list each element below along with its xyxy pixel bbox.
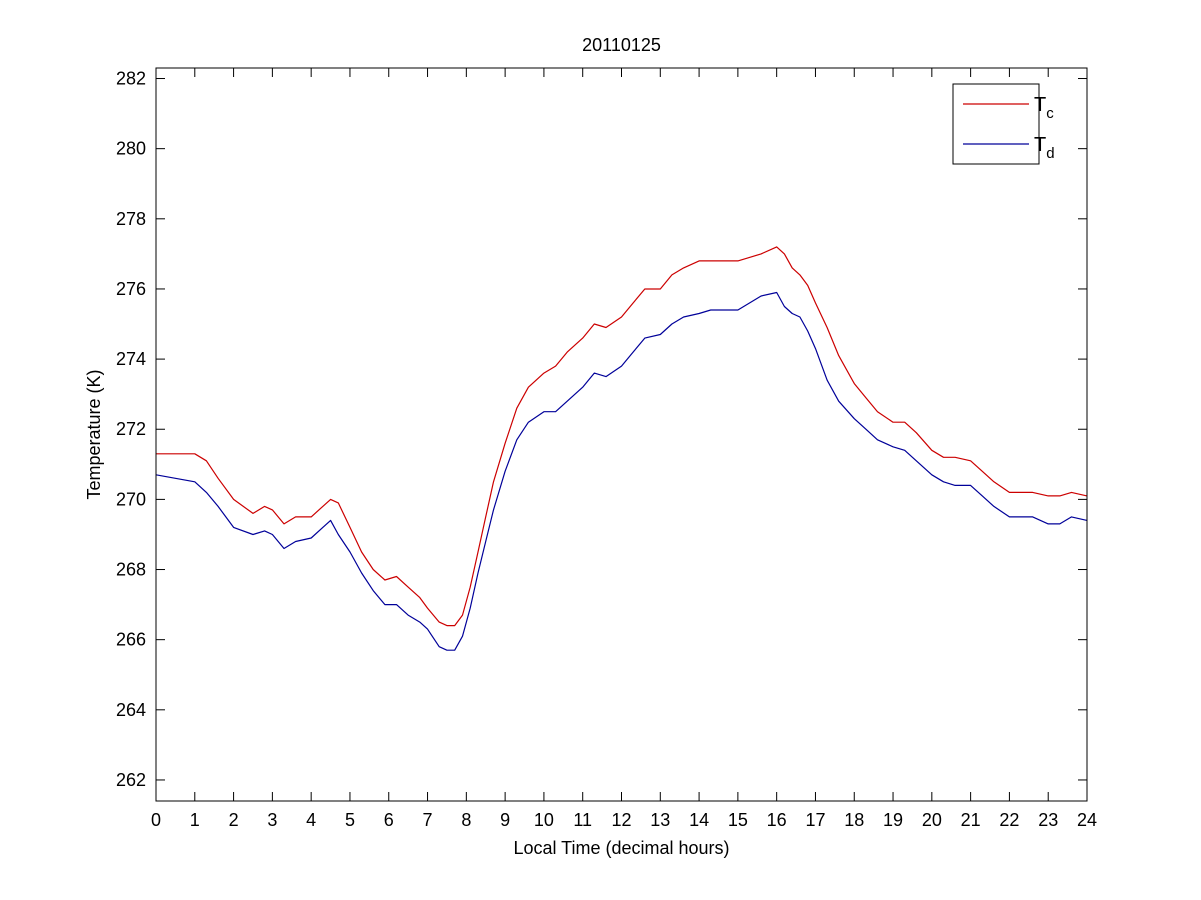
x-tick-label: 19 <box>883 810 903 830</box>
y-tick-label: 280 <box>116 139 146 159</box>
x-tick-label: 0 <box>151 810 161 830</box>
y-tick-label: 270 <box>116 489 146 509</box>
x-axis-label: Local Time (decimal hours) <box>513 838 729 858</box>
x-tick-label: 21 <box>961 810 981 830</box>
x-tick-label: 22 <box>999 810 1019 830</box>
x-tick-label: 4 <box>306 810 316 830</box>
y-tick-label: 264 <box>116 700 146 720</box>
legend-label-td: Td <box>1034 134 1055 162</box>
x-tick-label: 16 <box>767 810 787 830</box>
series-layer <box>155 246 1088 651</box>
x-tick-label: 15 <box>728 810 748 830</box>
x-tick-label: 6 <box>384 810 394 830</box>
y-tick-label: 278 <box>116 209 146 229</box>
y-tick-label: 268 <box>116 560 146 580</box>
x-tick-label: 14 <box>689 810 709 830</box>
tick-layer: 0 1 2 3 4 5 6 7 8 9 10 11 12 13 14 15 16 17 18 19 20 21 22 23 24… <box>116 68 1097 830</box>
plot-area <box>156 68 1087 801</box>
x-tick-label: 7 <box>423 810 433 830</box>
x-tick-label: 12 <box>611 810 631 830</box>
legend: Tc Td <box>952 83 1055 165</box>
x-tick-label: 8 <box>461 810 471 830</box>
series-line-tc <box>156 246 1088 627</box>
x-tick-label: 2 <box>229 810 239 830</box>
x-tick-label: 9 <box>500 810 510 830</box>
x-tick-label: 10 <box>534 810 554 830</box>
x-tick-label: 13 <box>650 810 670 830</box>
y-tick-label: 282 <box>116 69 146 89</box>
y-tick-label: 266 <box>116 630 146 650</box>
x-tick-label: 17 <box>805 810 825 830</box>
legend-box <box>952 83 1040 165</box>
series-line-td <box>155 291 1088 651</box>
x-tick-label: 24 <box>1077 810 1097 830</box>
plot-frame <box>155 67 1088 802</box>
y-tick-label: 276 <box>116 279 146 299</box>
y-tick-label: 274 <box>116 349 146 369</box>
y-tick-label: 272 <box>116 419 146 439</box>
x-tick-label: 1 <box>190 810 200 830</box>
x-tick-label: 18 <box>844 810 864 830</box>
y-tick-label: 262 <box>116 770 146 790</box>
legend-label-tc: Tc <box>1034 94 1054 122</box>
x-tick-label: 3 <box>267 810 277 830</box>
x-tick-label: 11 <box>573 810 592 830</box>
chart-title: 20110125 <box>582 35 661 55</box>
y-axis-label: Temperature (K) <box>84 369 104 499</box>
x-tick-label: 5 <box>345 810 355 830</box>
x-tick-label: 23 <box>1038 810 1058 830</box>
x-tick-label: 20 <box>922 810 942 830</box>
